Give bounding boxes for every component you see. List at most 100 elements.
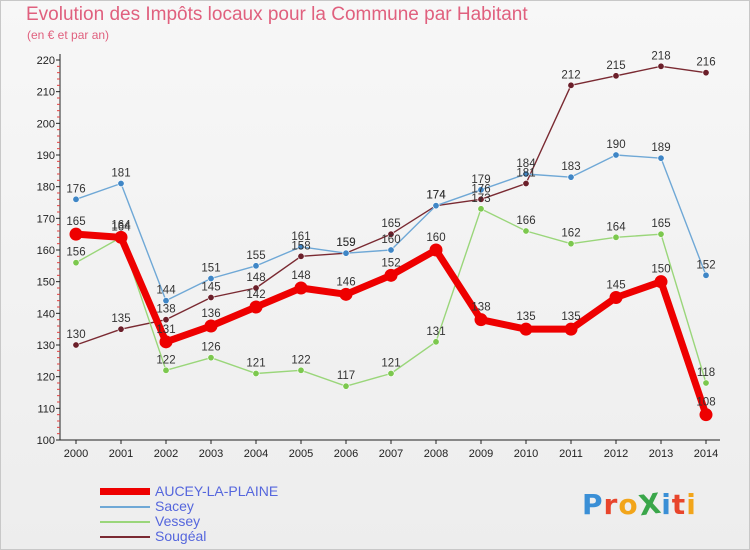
x-tick-label: 2013: [649, 448, 673, 460]
data-point: [432, 338, 440, 346]
data-label: 181: [111, 168, 130, 180]
data-point: [477, 195, 485, 203]
y-tick-label: 210: [37, 87, 55, 99]
data-point: [387, 230, 395, 238]
data-point: [657, 230, 665, 238]
data-point: [297, 252, 305, 260]
data-point: [567, 240, 575, 248]
x-tick-label: 2002: [154, 448, 178, 460]
data-point: [702, 379, 710, 387]
x-tick-label: 2008: [424, 448, 448, 460]
axes: 100 110 120 130 140 150 160 170 180 190 200 210 220 2…: [37, 54, 720, 460]
data-label: 108: [696, 397, 715, 409]
data-label: 160: [381, 234, 400, 246]
data-label: 164: [606, 221, 626, 233]
data-label: 121: [246, 358, 265, 370]
legend-label: Vessey: [155, 513, 201, 529]
data-label: 212: [561, 69, 580, 81]
data-label: 165: [381, 218, 400, 230]
data-label: 144: [156, 285, 176, 297]
data-point: [477, 186, 485, 194]
legend-item: Sacey: [100, 498, 360, 514]
data-point: [657, 62, 665, 70]
data-label: 135: [111, 313, 130, 325]
data-point: [567, 173, 575, 181]
y-tick-label: 200: [37, 118, 55, 130]
data-label: 161: [291, 231, 310, 243]
data-label: 151: [201, 263, 220, 275]
data-point: [564, 322, 578, 336]
data-label: 190: [606, 139, 625, 151]
data-point: [612, 233, 620, 241]
data-point: [117, 325, 125, 333]
data-label: 131: [426, 326, 445, 338]
data-point: [702, 69, 710, 77]
data-label: 138: [156, 304, 175, 316]
data-label: 166: [516, 215, 535, 227]
data-label: 136: [201, 308, 220, 320]
logo-letter: t: [671, 488, 687, 521]
data-label: 138: [471, 302, 490, 314]
data-point: [477, 205, 485, 213]
x-tick-label: 2000: [64, 448, 88, 460]
data-point: [162, 316, 170, 324]
data-label: 189: [651, 142, 670, 154]
logo-letter: o: [618, 488, 639, 521]
y-tick-label: 220: [37, 55, 55, 67]
data-label: 176: [66, 183, 85, 195]
data-label: 145: [201, 282, 220, 294]
data-point: [114, 230, 128, 244]
y-tick-label: 120: [37, 372, 55, 384]
data-point: [702, 271, 710, 279]
series-markers: [69, 62, 713, 422]
data-point: [567, 81, 575, 89]
data-label: 156: [66, 247, 85, 259]
y-tick-label: 110: [37, 403, 55, 415]
legend-label: Sougéal: [155, 528, 207, 544]
data-label: 145: [606, 280, 625, 292]
data-point: [522, 180, 530, 188]
data-point: [162, 297, 170, 305]
x-tick-label: 2009: [469, 448, 493, 460]
data-point: [252, 284, 260, 292]
data-label: 158: [291, 240, 310, 252]
data-label: 131: [156, 324, 175, 336]
data-label: 183: [561, 161, 580, 173]
x-tick-label: 2014: [694, 448, 718, 460]
legend: AUCEY-LA-PLAINE Sacey Vessey Sougéal: [100, 483, 360, 544]
logo-letter: X: [636, 486, 664, 523]
legend-swatch: [100, 506, 150, 508]
y-tick-label: 160: [37, 245, 55, 257]
data-point: [69, 227, 83, 241]
y-tick-label: 150: [37, 277, 55, 289]
data-label: 126: [201, 342, 220, 354]
data-point: [297, 366, 305, 374]
data-point: [252, 262, 260, 270]
x-tick-label: 2007: [379, 448, 403, 460]
data-label: 155: [246, 250, 265, 262]
data-label: 162: [561, 228, 580, 240]
y-tick-label: 130: [37, 340, 55, 352]
data-label: 174: [426, 190, 446, 202]
data-point: [204, 319, 218, 333]
data-point: [207, 293, 215, 301]
legend-item: Sougéal: [100, 528, 360, 544]
data-label: 164: [111, 219, 131, 231]
data-labels: 130 135 138 145 148 158 159 165 174 176 181 212 215 2…: [66, 50, 715, 408]
data-label: 142: [246, 289, 265, 301]
data-point: [384, 268, 398, 282]
data-point: [72, 195, 80, 203]
x-tick-label: 2010: [514, 448, 538, 460]
y-tick-label: 190: [37, 150, 55, 162]
data-label: 179: [471, 174, 490, 186]
data-label: 218: [651, 50, 670, 62]
data-point: [657, 154, 665, 162]
data-point: [249, 300, 263, 314]
data-point: [429, 243, 443, 257]
legend-swatch: [100, 536, 150, 538]
data-point: [297, 243, 305, 251]
y-tick-label: 170: [37, 213, 55, 225]
logo-letter: r: [603, 488, 619, 521]
legend-label: AUCEY-LA-PLAINE: [155, 483, 279, 499]
data-label: 152: [696, 259, 715, 271]
